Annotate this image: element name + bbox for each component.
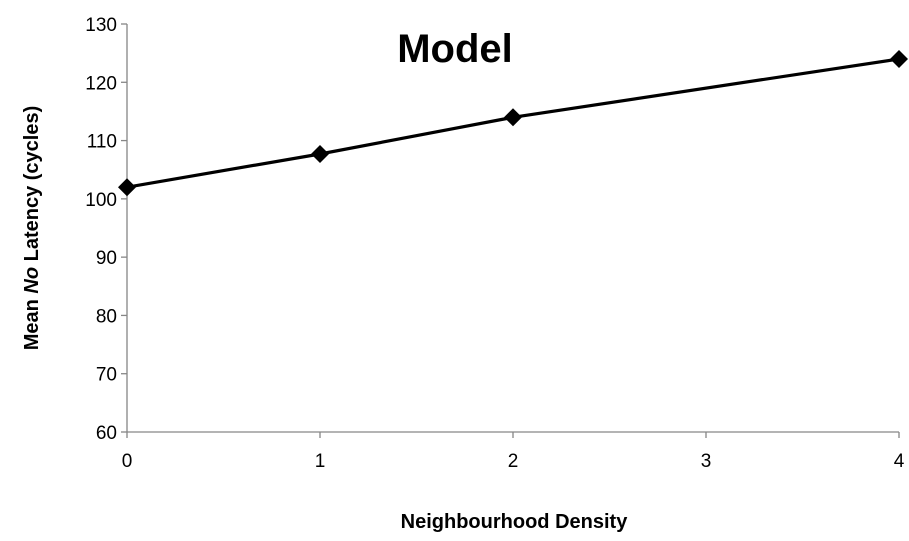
y-tick-label: 80: [96, 306, 117, 327]
x-tick-label: 4: [894, 451, 905, 472]
y-axis-title-part-2: No: [21, 267, 43, 294]
y-axis-title-part-1: Mean: [21, 294, 43, 351]
y-tick-label: 120: [85, 73, 117, 94]
x-axis-title: Neighbourhood Density: [401, 511, 629, 533]
series-line: [126, 57, 900, 189]
data-point-diamond: [890, 49, 908, 68]
y-tick-label: 130: [85, 15, 117, 36]
x-tick-label: 1: [315, 451, 326, 472]
series-layer: [118, 49, 908, 197]
x-tick-label: 3: [701, 451, 712, 472]
axes: 60 70 80 90 100 110 120 130 0 1 2 3 4: [85, 15, 904, 472]
y-tick-label: 90: [96, 248, 117, 269]
x-tick-label: 2: [508, 451, 519, 472]
data-point-diamond: [504, 108, 522, 127]
chart-title: Model: [397, 27, 513, 71]
data-point-diamond: [118, 178, 136, 197]
y-tick-label: 60: [96, 423, 117, 444]
y-tick-label: 110: [87, 132, 117, 153]
y-axis-title-part-3: Latency (cycles): [21, 106, 43, 267]
y-tick-label: 100: [85, 190, 117, 211]
y-axis-title: Mean No Latency (cycles): [21, 106, 43, 351]
x-tick-label: 0: [122, 451, 133, 472]
y-tick-label: 70: [96, 365, 117, 386]
data-point-diamond: [311, 144, 329, 163]
